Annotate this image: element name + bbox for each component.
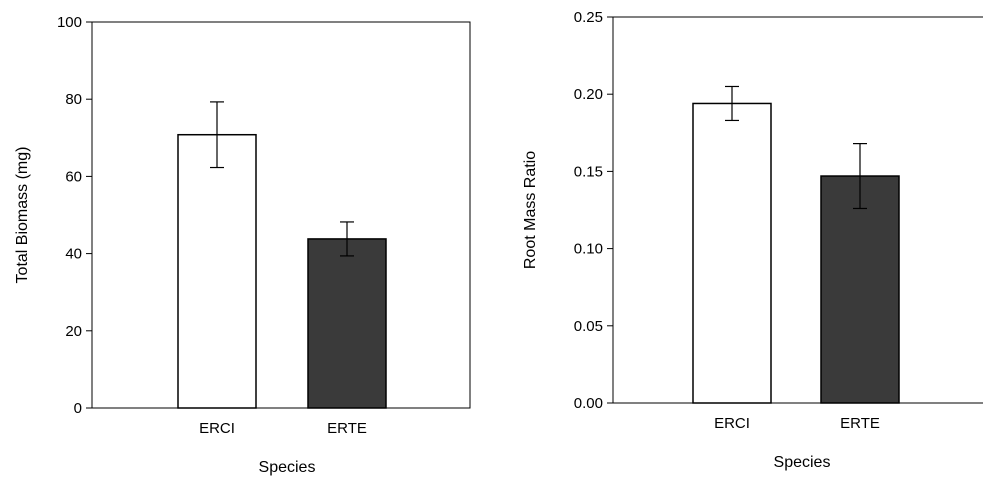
y-ticks-1: 0 20 40 60 80 100: [57, 14, 92, 417]
bar-erci-1: [177, 133, 257, 409]
y-tick-label-1-5: 100: [57, 14, 82, 31]
y-ticks-2: 0.00 0.05 0.10 0.15 0.20 0.25: [574, 9, 613, 412]
category-label-erte-2: ERTE: [840, 415, 880, 432]
chart-total-biomass: 0 20 40 60 80 100 ERCI ERTE Species Total Bio…: [14, 14, 471, 476]
bars-2: [692, 85, 900, 404]
y-tick-label-2-3: 0.15: [574, 163, 603, 180]
y-axis-title-1: Total Biomass (mg): [14, 147, 31, 284]
y-tick-label-1-2: 40: [65, 246, 82, 263]
y-tick-label-1-3: 60: [65, 168, 82, 185]
chart-root-mass-ratio: 0.00 0.05 0.10 0.15 0.20 0.25 ERCI ERTE Speci…: [522, 9, 983, 471]
y-tick-label-2-5: 0.25: [574, 9, 603, 26]
y-tick-label-1-4: 80: [65, 91, 82, 108]
category-label-erci-1: ERCI: [199, 420, 235, 437]
y-axis-title-2: Root Mass Ratio: [522, 151, 539, 269]
bar-erte-1: [307, 238, 387, 409]
bar-erci-2: [692, 102, 772, 404]
bars-1: [177, 101, 387, 409]
x-axis-title-1: Species: [259, 459, 316, 476]
y-tick-label-2-4: 0.20: [574, 86, 603, 103]
x-axis-title-2: Species: [774, 454, 831, 471]
category-label-erte-1: ERTE: [327, 420, 367, 437]
bar-erte-2: [820, 175, 900, 404]
y-tick-label-2-1: 0.05: [574, 318, 603, 335]
y-tick-label-2-2: 0.10: [574, 241, 603, 258]
y-tick-label-1-1: 20: [65, 323, 82, 340]
y-tick-label-2-0: 0.00: [574, 395, 603, 412]
y-tick-label-1-0: 0: [74, 400, 82, 417]
plot-frame-1: [91, 21, 471, 409]
category-label-erci-2: ERCI: [714, 415, 750, 432]
